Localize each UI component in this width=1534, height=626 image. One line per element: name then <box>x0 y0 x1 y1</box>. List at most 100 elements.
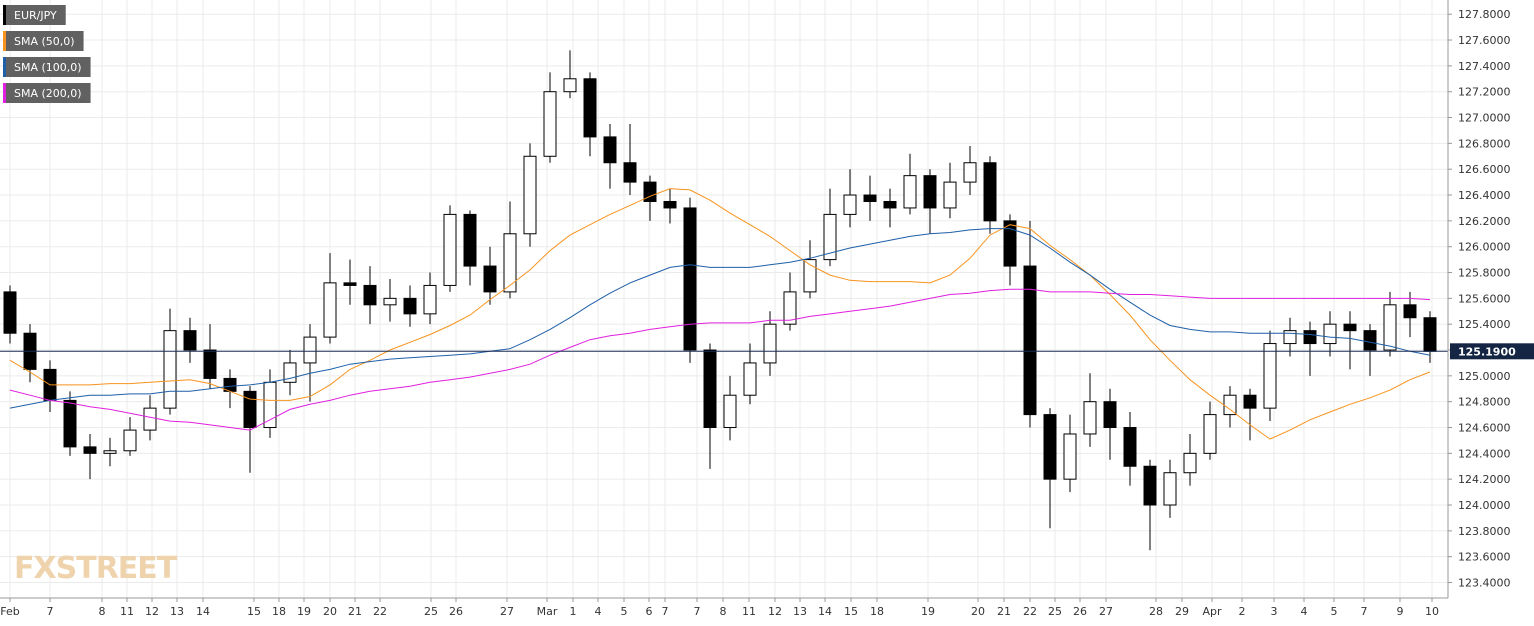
candle-body <box>143 407 157 431</box>
legend-swatch <box>3 31 6 51</box>
x-tick-label: 18 <box>870 605 884 618</box>
candle-body <box>723 394 737 429</box>
y-tick-label: 124.2000 <box>1458 473 1511 486</box>
candle-body <box>1303 330 1317 345</box>
y-tick-label: 126.4000 <box>1458 189 1511 202</box>
candle-body <box>503 233 517 293</box>
sma-line <box>9 228 1431 409</box>
x-tick-label: 22 <box>1023 605 1037 618</box>
y-tick-label: 126.6000 <box>1458 163 1511 176</box>
candle-body <box>463 213 477 267</box>
x-tick-label: 28 <box>1149 605 1163 618</box>
x-tick-label: 5 <box>1331 605 1338 618</box>
candle-body <box>963 162 977 183</box>
x-tick-label: Feb <box>0 605 19 618</box>
candle-body <box>523 155 537 235</box>
x-tick-label: 25 <box>424 605 438 618</box>
candle-body <box>203 349 217 379</box>
legend-label: SMA (100,0) <box>14 61 82 74</box>
y-tick-label: 127.2000 <box>1458 86 1511 99</box>
y-tick-label: 127.4000 <box>1458 60 1511 73</box>
x-tick-label: 18 <box>272 605 286 618</box>
candle-body <box>1043 414 1057 480</box>
x-tick-label: 22 <box>373 605 387 618</box>
y-tick-label: 123.4000 <box>1458 577 1511 590</box>
candle-body <box>1163 472 1177 506</box>
x-tick-label: 8 <box>720 605 727 618</box>
y-tick-label: 125.4000 <box>1458 318 1511 331</box>
candle-body <box>3 291 17 334</box>
candle-body <box>363 284 377 306</box>
candle-body <box>343 282 357 286</box>
y-tick-label: 124.8000 <box>1458 396 1511 409</box>
candle-body <box>1063 433 1077 480</box>
candle-body <box>243 390 257 429</box>
candle-body <box>1023 265 1037 416</box>
candle-body <box>583 78 597 138</box>
x-tick-label: 7 <box>694 605 701 618</box>
candle-body <box>83 446 97 454</box>
candle-body <box>163 330 177 409</box>
candle-body <box>1103 401 1117 429</box>
candle-body <box>883 200 897 209</box>
legend-box <box>3 83 91 103</box>
candle-body <box>1083 401 1097 435</box>
x-tick-label: 15 <box>247 605 261 618</box>
x-tick-label: 12 <box>768 605 782 618</box>
candle-body <box>403 297 417 315</box>
y-tick-label: 123.6000 <box>1458 551 1511 564</box>
y-tick-label: 125.0000 <box>1458 370 1511 383</box>
x-tick-label: 29 <box>1175 605 1189 618</box>
y-tick-label: 124.4000 <box>1458 447 1511 460</box>
x-tick-label: 27 <box>500 605 514 618</box>
candle-body <box>1383 304 1397 351</box>
candle-body <box>1363 330 1377 351</box>
candle-body <box>843 194 857 215</box>
candle-body <box>563 78 577 93</box>
x-tick-label: 7 <box>47 605 54 618</box>
candle-body <box>63 399 77 448</box>
y-tick-label: 124.6000 <box>1458 422 1511 435</box>
candle-body <box>303 336 317 364</box>
candle-body <box>1243 394 1257 409</box>
candle-body <box>483 265 497 293</box>
legend: EUR/JPY SMA (50,0) SMA (100,0) SMA (200,0) <box>3 5 91 103</box>
candle-body <box>383 297 397 306</box>
y-tick-label: 124.0000 <box>1458 499 1511 512</box>
x-tick-label: 5 <box>621 605 628 618</box>
x-tick-label: 13 <box>170 605 184 618</box>
x-tick-label: 12 <box>145 605 159 618</box>
x-tick-label: 13 <box>793 605 807 618</box>
candle-body <box>943 181 957 209</box>
y-tick-label: 126.0000 <box>1458 241 1511 254</box>
candle-body <box>1223 394 1237 416</box>
candle-body <box>1323 323 1337 345</box>
candle-body <box>863 194 877 202</box>
x-tick-label: 4 <box>595 605 602 618</box>
candle-body <box>1403 304 1417 319</box>
x-tick-label: 2 <box>1239 605 1246 618</box>
candle-body <box>1283 330 1297 345</box>
candle-body <box>663 200 677 209</box>
y-tick-label: 126.8000 <box>1458 137 1511 150</box>
x-tick-label: 7 <box>662 605 669 618</box>
x-tick-label: Apr <box>1202 605 1222 618</box>
candle-body <box>623 162 637 183</box>
x-tick-label: 9 <box>1397 605 1404 618</box>
y-tick-label: 125.6000 <box>1458 292 1511 305</box>
legend-swatch <box>3 57 6 77</box>
x-tick-label: 19 <box>297 605 311 618</box>
legend-box <box>3 5 66 25</box>
legend-box <box>3 57 91 77</box>
candle-body <box>603 136 617 164</box>
candle-body <box>543 91 557 157</box>
candle-body <box>123 429 137 452</box>
x-tick-label: 7 <box>1361 605 1368 618</box>
x-tick-label: 27 <box>1099 605 1113 618</box>
y-tick-label: 127.8000 <box>1458 8 1511 21</box>
last-price-box <box>1450 343 1534 360</box>
candle-body <box>1203 414 1217 454</box>
